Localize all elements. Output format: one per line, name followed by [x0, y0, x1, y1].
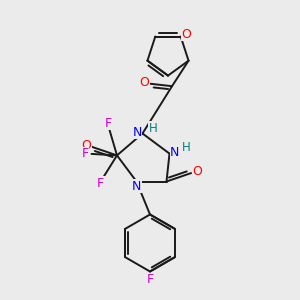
Text: H: H — [182, 141, 190, 154]
Text: O: O — [192, 165, 202, 178]
Text: O: O — [82, 139, 91, 152]
Text: O: O — [140, 76, 149, 89]
Text: F: F — [81, 147, 88, 161]
Text: F: F — [97, 177, 104, 190]
Text: F: F — [146, 273, 154, 286]
Text: N: N — [132, 179, 141, 193]
Text: H: H — [148, 122, 158, 135]
Text: N: N — [132, 125, 142, 139]
Text: F: F — [104, 117, 112, 130]
Text: O: O — [181, 28, 191, 40]
Text: N: N — [170, 146, 180, 159]
